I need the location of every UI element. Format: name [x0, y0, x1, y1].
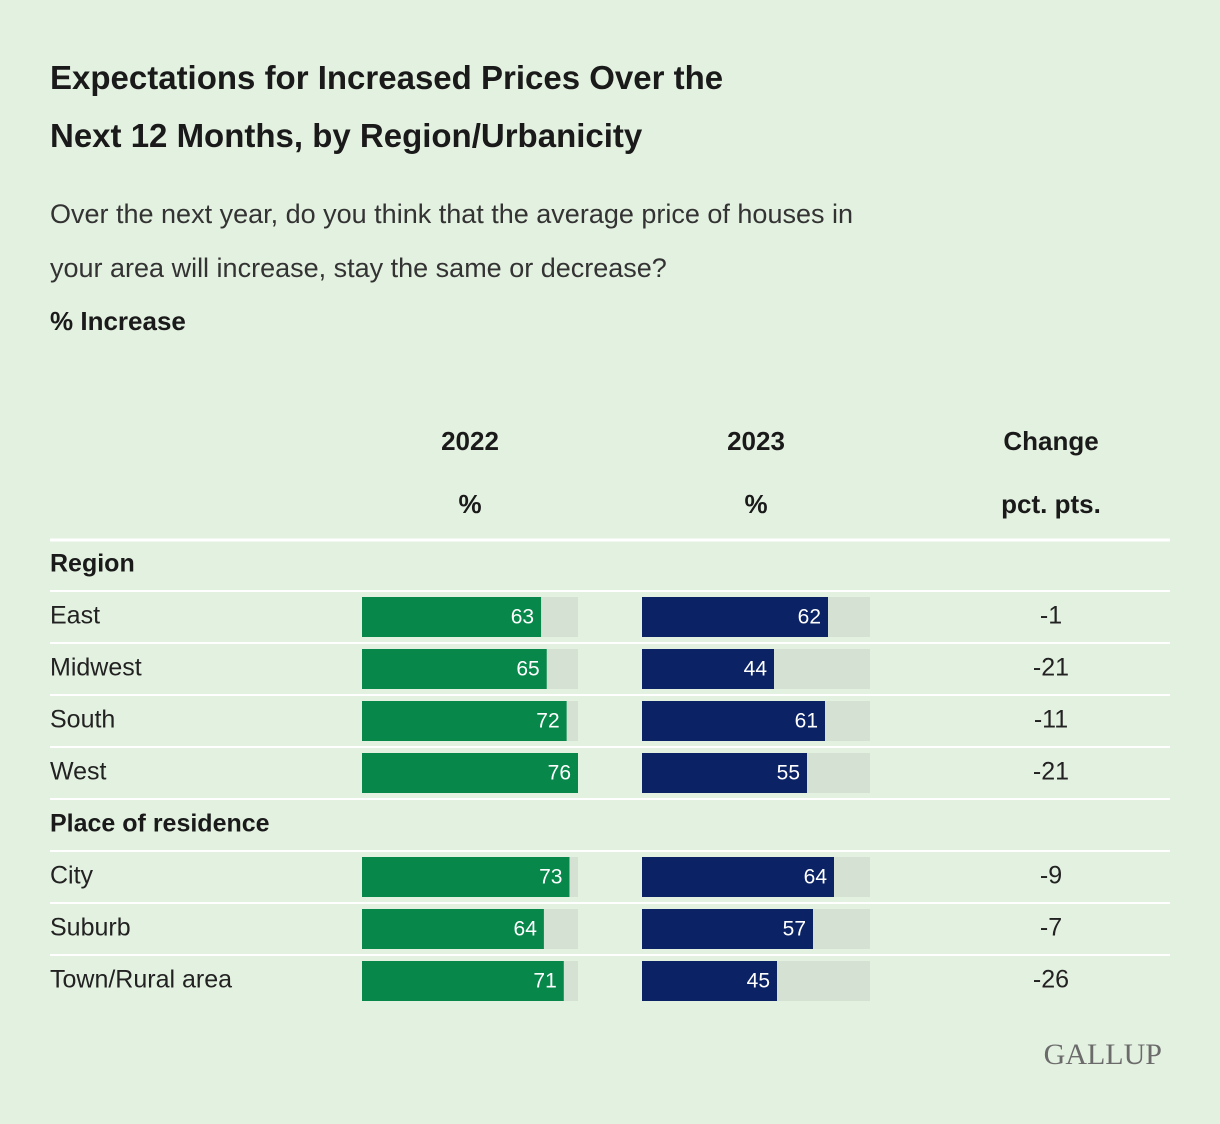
column-header: Change — [1003, 426, 1098, 456]
source-logo: GALLUP — [1044, 1038, 1162, 1071]
change-value: -21 — [1033, 654, 1069, 682]
row-label: West — [50, 758, 107, 786]
bar-value-label: 64 — [514, 918, 538, 941]
bar — [642, 909, 813, 949]
bar-value-label: 62 — [798, 606, 821, 629]
change-value: -1 — [1040, 602, 1062, 630]
bar — [642, 597, 828, 637]
column-unit: pct. pts. — [1001, 489, 1101, 519]
row-label: City — [50, 862, 94, 890]
bar — [642, 961, 777, 1001]
bar — [362, 753, 578, 793]
row-label: East — [50, 602, 100, 630]
chart-subtitle: Over the next year, do you think that th… — [50, 199, 853, 283]
column-header: 2022 — [441, 426, 499, 456]
bar-value-label: 64 — [804, 866, 828, 889]
change-value: -21 — [1033, 758, 1069, 786]
bar-value-label: 71 — [533, 970, 556, 993]
column-unit: % — [458, 489, 481, 519]
row-label: Suburb — [50, 914, 131, 942]
group-label: Place of residence — [50, 810, 270, 838]
bar — [362, 961, 564, 1001]
bar-value-label: 61 — [795, 710, 818, 733]
bar-value-label: 57 — [783, 918, 806, 941]
column-header: 2023 — [727, 426, 785, 456]
measure-label: % Increase — [50, 306, 186, 336]
bar — [642, 649, 774, 689]
chart-title: Expectations for Increased Prices Over t… — [50, 59, 723, 154]
bar — [362, 909, 544, 949]
row-label: Town/Rural area — [50, 966, 232, 994]
bar — [362, 649, 547, 689]
group-label: Region — [50, 550, 135, 578]
bar-value-label: 55 — [777, 762, 800, 785]
bar-value-label: 72 — [536, 710, 559, 733]
change-value: -26 — [1033, 966, 1069, 994]
column-unit: % — [744, 489, 767, 519]
bar-value-label: 45 — [747, 970, 770, 993]
change-value: -7 — [1040, 914, 1062, 942]
bar-value-label: 63 — [511, 606, 534, 629]
bar-value-label: 76 — [548, 762, 571, 785]
bar — [642, 857, 834, 897]
row-label: Midwest — [50, 654, 142, 682]
bar — [642, 753, 807, 793]
row-label: South — [50, 706, 115, 734]
bar — [642, 701, 825, 741]
bar-value-label: 44 — [744, 658, 768, 681]
change-value: -11 — [1034, 706, 1068, 734]
bar — [362, 597, 542, 637]
bar — [362, 701, 567, 741]
bar-value-label: 73 — [539, 866, 562, 889]
bar — [362, 857, 570, 897]
bar-value-label: 65 — [516, 658, 539, 681]
change-value: -9 — [1040, 862, 1062, 890]
